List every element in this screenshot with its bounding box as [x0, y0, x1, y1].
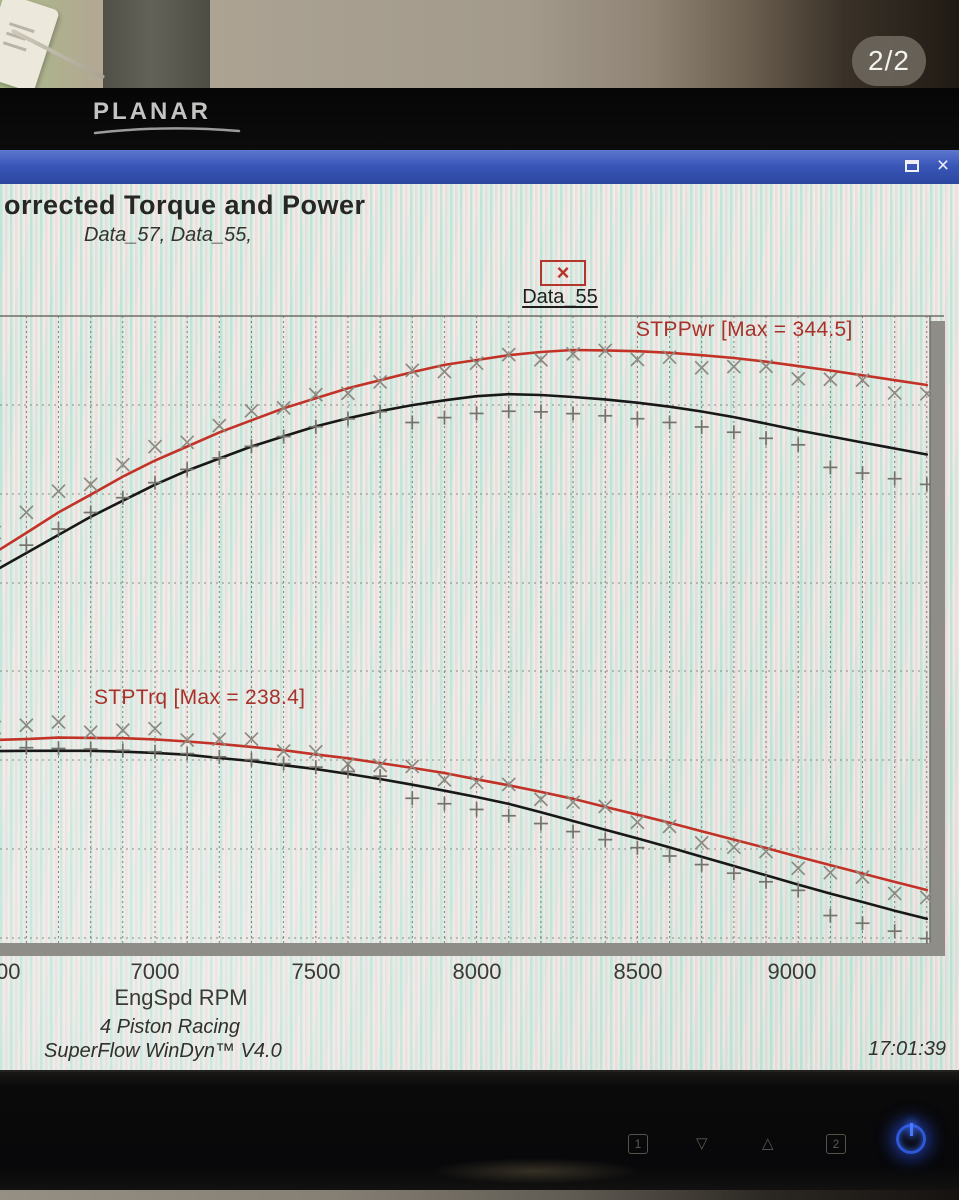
- monitor-button-2[interactable]: 2: [826, 1134, 846, 1154]
- x-axis-tick: 7500: [291, 959, 341, 984]
- x-axis-tick: 9000: [767, 959, 817, 984]
- monitor-brand-logo: PLANAR: [93, 98, 253, 138]
- x-axis-tick: 7000: [130, 959, 180, 984]
- x-axis-tick: 8500: [613, 959, 663, 984]
- brand-swoosh: [93, 127, 241, 135]
- window-titlebar: ×: [0, 150, 959, 184]
- monitor-button-down-icon[interactable]: ▽: [696, 1135, 708, 1152]
- legend-label: Data_55: [522, 286, 598, 308]
- page-indicator-badge: 2/2: [852, 36, 926, 86]
- x-marker-icon: ×: [556, 260, 570, 285]
- monitor-button-1[interactable]: 1: [628, 1134, 648, 1154]
- wall-stripe: [103, 0, 210, 92]
- page-title: orrected Torque and Power: [4, 190, 366, 220]
- report-content: orrected Torque and Power Data_57, Data_…: [0, 184, 959, 1070]
- legend-marker-box: ×: [540, 260, 586, 286]
- torque-curve-annotation: STPTrq [Max = 238.4]: [94, 686, 306, 709]
- wall-background: [0, 0, 959, 93]
- hanging-tag: [0, 0, 60, 93]
- footer-team-name: 4 Piston Racing: [99, 1016, 241, 1038]
- footer-software-version: SuperFlow WinDyn™ V4.0: [44, 1040, 282, 1062]
- power-curve-annotation: STPPwr [Max = 344.5]: [636, 318, 853, 341]
- monitor-bottom-bezel: 1 ▽ △ 2: [0, 1070, 959, 1190]
- power-button-icon[interactable]: [896, 1123, 926, 1154]
- bezel-reflection: [430, 1158, 640, 1184]
- x-axis-tick: 8000: [452, 959, 502, 984]
- dyno-chart-plot: [0, 315, 945, 956]
- timestamp: 17:01:39: [868, 1038, 946, 1060]
- floor-strip: [0, 1190, 959, 1200]
- restore-window-icon[interactable]: [905, 160, 919, 172]
- monitor-button-up-icon[interactable]: △: [762, 1135, 774, 1152]
- screen: × orrected Torque and Power Data_57, Dat…: [0, 150, 959, 1070]
- close-window-icon[interactable]: ×: [936, 154, 950, 177]
- x-axis-tick: 00: [0, 959, 21, 984]
- monitor: PLANAR × orrected Torque and Power Data_…: [0, 88, 959, 1190]
- page-subtitle: Data_57, Data_55,: [84, 224, 252, 246]
- brand-text: PLANAR: [93, 98, 211, 125]
- x-axis-label: EngSpd RPM: [114, 985, 248, 1010]
